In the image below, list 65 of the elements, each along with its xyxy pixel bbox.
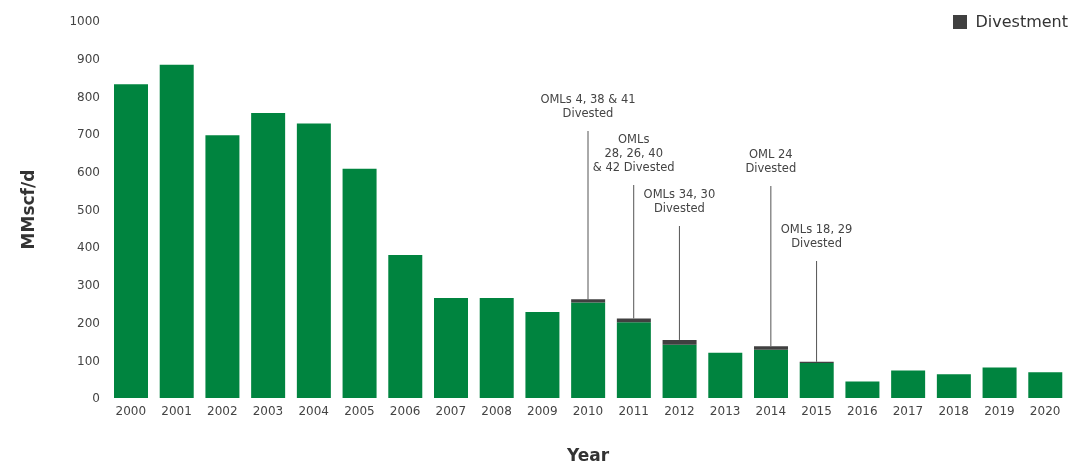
bar: [434, 298, 468, 398]
y-axis-title: MMscf/d: [18, 169, 39, 250]
bar: [662, 339, 697, 345]
x-tick-label: 2000: [115, 403, 147, 418]
x-axis-title: Year: [565, 445, 610, 465]
y-tick-label: 600: [77, 165, 100, 180]
bar: [388, 255, 423, 398]
bar: [754, 349, 788, 398]
bar: [114, 84, 148, 398]
x-tick-label: 2006: [389, 403, 421, 418]
bar: [571, 302, 606, 398]
bar: [845, 381, 880, 398]
y-tick-label: 700: [77, 127, 100, 142]
bar: [799, 362, 834, 398]
x-tick-label: 2004: [298, 403, 329, 418]
bar: [936, 374, 971, 398]
y-tick-label: 500: [77, 202, 100, 217]
x-tick-label: 2011: [618, 403, 649, 418]
bar: [616, 322, 651, 398]
bar: [616, 318, 651, 323]
bar: [251, 112, 286, 398]
y-tick-label: 300: [77, 278, 100, 293]
bar: [342, 168, 377, 398]
x-tick-label: 2003: [252, 403, 284, 418]
x-tick-label: 2010: [572, 403, 604, 418]
y-tick-label: 0: [92, 391, 100, 406]
bar: [662, 344, 697, 398]
y-tick-label: 1000: [69, 14, 100, 29]
x-tick-label: 2017: [892, 403, 924, 418]
bar: [525, 312, 560, 398]
x-tick-label: 2016: [847, 403, 878, 418]
y-tick-label: 200: [77, 315, 100, 330]
bar: [708, 352, 743, 398]
annotation: OMLs 34, 30 Divested: [643, 187, 716, 215]
bar: [754, 346, 788, 350]
x-tick-label: 2007: [435, 403, 467, 418]
x-tick-label: 2014: [755, 403, 787, 418]
bar: [479, 298, 514, 398]
y-tick-label: 900: [77, 51, 100, 66]
x-tick-label: 2009: [527, 403, 558, 418]
y-tick-label: 100: [77, 353, 100, 368]
annotation: OMLs 4, 38 & 41 Divested: [540, 92, 636, 120]
bar: [982, 367, 1017, 398]
bar: [159, 64, 194, 398]
bar: [1028, 372, 1063, 398]
x-tick-label: 2015: [801, 403, 832, 418]
y-tick-label: 800: [77, 89, 100, 104]
bar: [891, 370, 926, 398]
bar: [296, 123, 331, 398]
x-tick-label: 2001: [161, 403, 192, 418]
y-tick-label: 400: [77, 240, 100, 255]
x-tick-label: 2008: [481, 403, 512, 418]
annotation: OMLs 28, 26, 40 & 42 Divested: [592, 132, 675, 174]
x-tick-label: 2012: [664, 403, 695, 418]
bar: [571, 299, 606, 303]
annotation: OML 24 Divested: [745, 147, 797, 175]
x-tick-label: 2013: [709, 403, 741, 418]
legend-label: Divestment: [975, 12, 1068, 31]
annotation: OMLs 18, 29 Divested: [780, 222, 853, 250]
x-tick-label: 2005: [344, 403, 375, 418]
x-tick-label: 2020: [1029, 403, 1061, 418]
x-tick-label: 2018: [938, 403, 969, 418]
bar: [205, 135, 240, 398]
x-tick-label: 2019: [984, 403, 1015, 418]
x-tick-label: 2002: [207, 403, 238, 418]
